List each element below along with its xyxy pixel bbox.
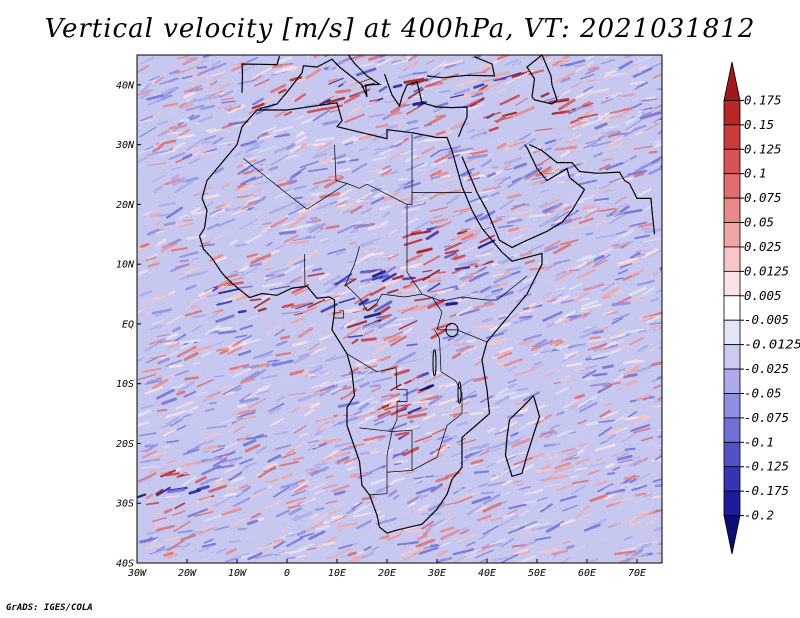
iran-coastline	[529, 144, 656, 235]
colorbar-label: 0.175	[744, 93, 782, 107]
lon-tick-label: 30W	[127, 568, 147, 579]
lat-tick-label: 40S	[116, 559, 134, 570]
colorbar-swatch	[723, 222, 741, 248]
colorbar-swatch	[723, 441, 741, 468]
grads-credit: GrADS: IGES/COLA	[6, 603, 93, 613]
colorbar-swatch	[723, 124, 741, 150]
lon-tick-label: 20W	[178, 568, 197, 579]
colorbar-swatch	[723, 515, 741, 555]
caspian-coastline	[526, 55, 558, 105]
lon-tick-label: 70E	[628, 568, 646, 579]
lon-tick-label: 60E	[578, 568, 596, 579]
country-border	[345, 246, 423, 312]
lake-outline	[445, 322, 459, 338]
map-frame	[136, 54, 663, 564]
colorbar-label: 0.025	[744, 240, 782, 254]
colorbar-label: -0.05	[744, 386, 782, 400]
africa-coastline	[198, 102, 543, 534]
lat-tick-label: 40N	[116, 80, 135, 91]
black-sea-coastline	[426, 56, 496, 79]
colorbar-label: -0.0125	[744, 338, 800, 352]
colorbar-label: 0.0125	[744, 264, 789, 278]
lat-tick-label: 30S	[115, 499, 134, 510]
country-border	[437, 329, 488, 343]
colorbar-swatch	[723, 417, 741, 443]
colorbar-label: 0.125	[744, 142, 782, 156]
lat-tick-label: 20S	[116, 439, 134, 450]
lat-tick-label: 10S	[116, 379, 134, 390]
coastlines-and-borders	[198, 55, 656, 534]
colorbar-label: 0.05	[744, 216, 774, 230]
lake-outline	[457, 381, 462, 404]
country-border	[334, 310, 344, 319]
country-border	[431, 296, 443, 330]
colorbar-label: -0.2	[744, 509, 774, 523]
colorbar-swatch	[723, 197, 741, 223]
lat-tick-label: 30N	[115, 140, 135, 151]
lon-tick-label: 10E	[328, 568, 346, 579]
colorbar-swatch	[723, 466, 741, 492]
colorbar-swatch	[723, 490, 741, 516]
colorbar-label: 0.1	[744, 167, 767, 181]
country-border	[386, 429, 413, 473]
country-border	[346, 353, 408, 432]
med-north-coastline	[258, 55, 382, 110]
map-title: Vertical velocity [m/s] at 400hPa, VT: 2…	[44, 14, 756, 44]
colorbar-label: -0.075	[744, 411, 789, 425]
country-border	[334, 144, 348, 184]
colorbar-swatch	[723, 100, 741, 126]
colorbar-swatch	[723, 173, 741, 199]
colorbar-swatch	[723, 270, 741, 297]
lon-tick-label: 20E	[378, 568, 396, 579]
colorbar-label: -0.025	[744, 362, 789, 376]
greece-turkey-coastline	[383, 73, 468, 138]
lon-tick-label: 40E	[478, 568, 496, 579]
colorbar-label: -0.125	[744, 460, 789, 474]
country-border	[369, 472, 388, 496]
country-border	[406, 204, 528, 302]
colorbar-label: -0.005	[744, 313, 789, 327]
colorbar-swatch	[723, 148, 741, 175]
colorbar-swatch	[723, 246, 741, 272]
colorbar-swatch	[723, 319, 741, 346]
colorbar-swatch	[723, 393, 741, 419]
velocity-field	[137, 55, 662, 563]
lake-outline	[432, 349, 437, 377]
colorbar-label: 0.075	[744, 191, 782, 205]
colorbar-swatch	[723, 61, 741, 101]
lon-tick-label: 30E	[427, 568, 446, 579]
lat-tick-label: EQ	[122, 319, 134, 330]
colorbar-swatch	[723, 368, 741, 394]
lat-tick-label: 20N	[116, 200, 135, 211]
colorbar-label: -0.175	[744, 484, 789, 498]
colorbar-swatch	[723, 295, 741, 321]
country-border	[304, 253, 306, 287]
lon-tick-label: 0	[284, 568, 290, 579]
lon-tick-label: 10W	[228, 568, 247, 579]
colorbar: 0.175 0.15 0.125 0.1 0.075 0.05 0.025 0.0125 0.0…	[723, 61, 800, 555]
colorbar-swatch	[723, 344, 741, 370]
country-border	[243, 158, 413, 210]
arabia-coastline	[461, 144, 586, 249]
lon-tick-label: 50E	[528, 568, 546, 579]
madagascar-coastline	[504, 395, 541, 478]
colorbar-label: 0.005	[744, 289, 782, 303]
colorbar-label: 0.15	[744, 118, 774, 132]
lat-tick-label: 10N	[116, 260, 135, 271]
colorbar-label: -0.1	[744, 435, 774, 449]
europe-coastline	[241, 56, 281, 93]
country-border	[411, 329, 463, 471]
country-border	[411, 134, 472, 193]
